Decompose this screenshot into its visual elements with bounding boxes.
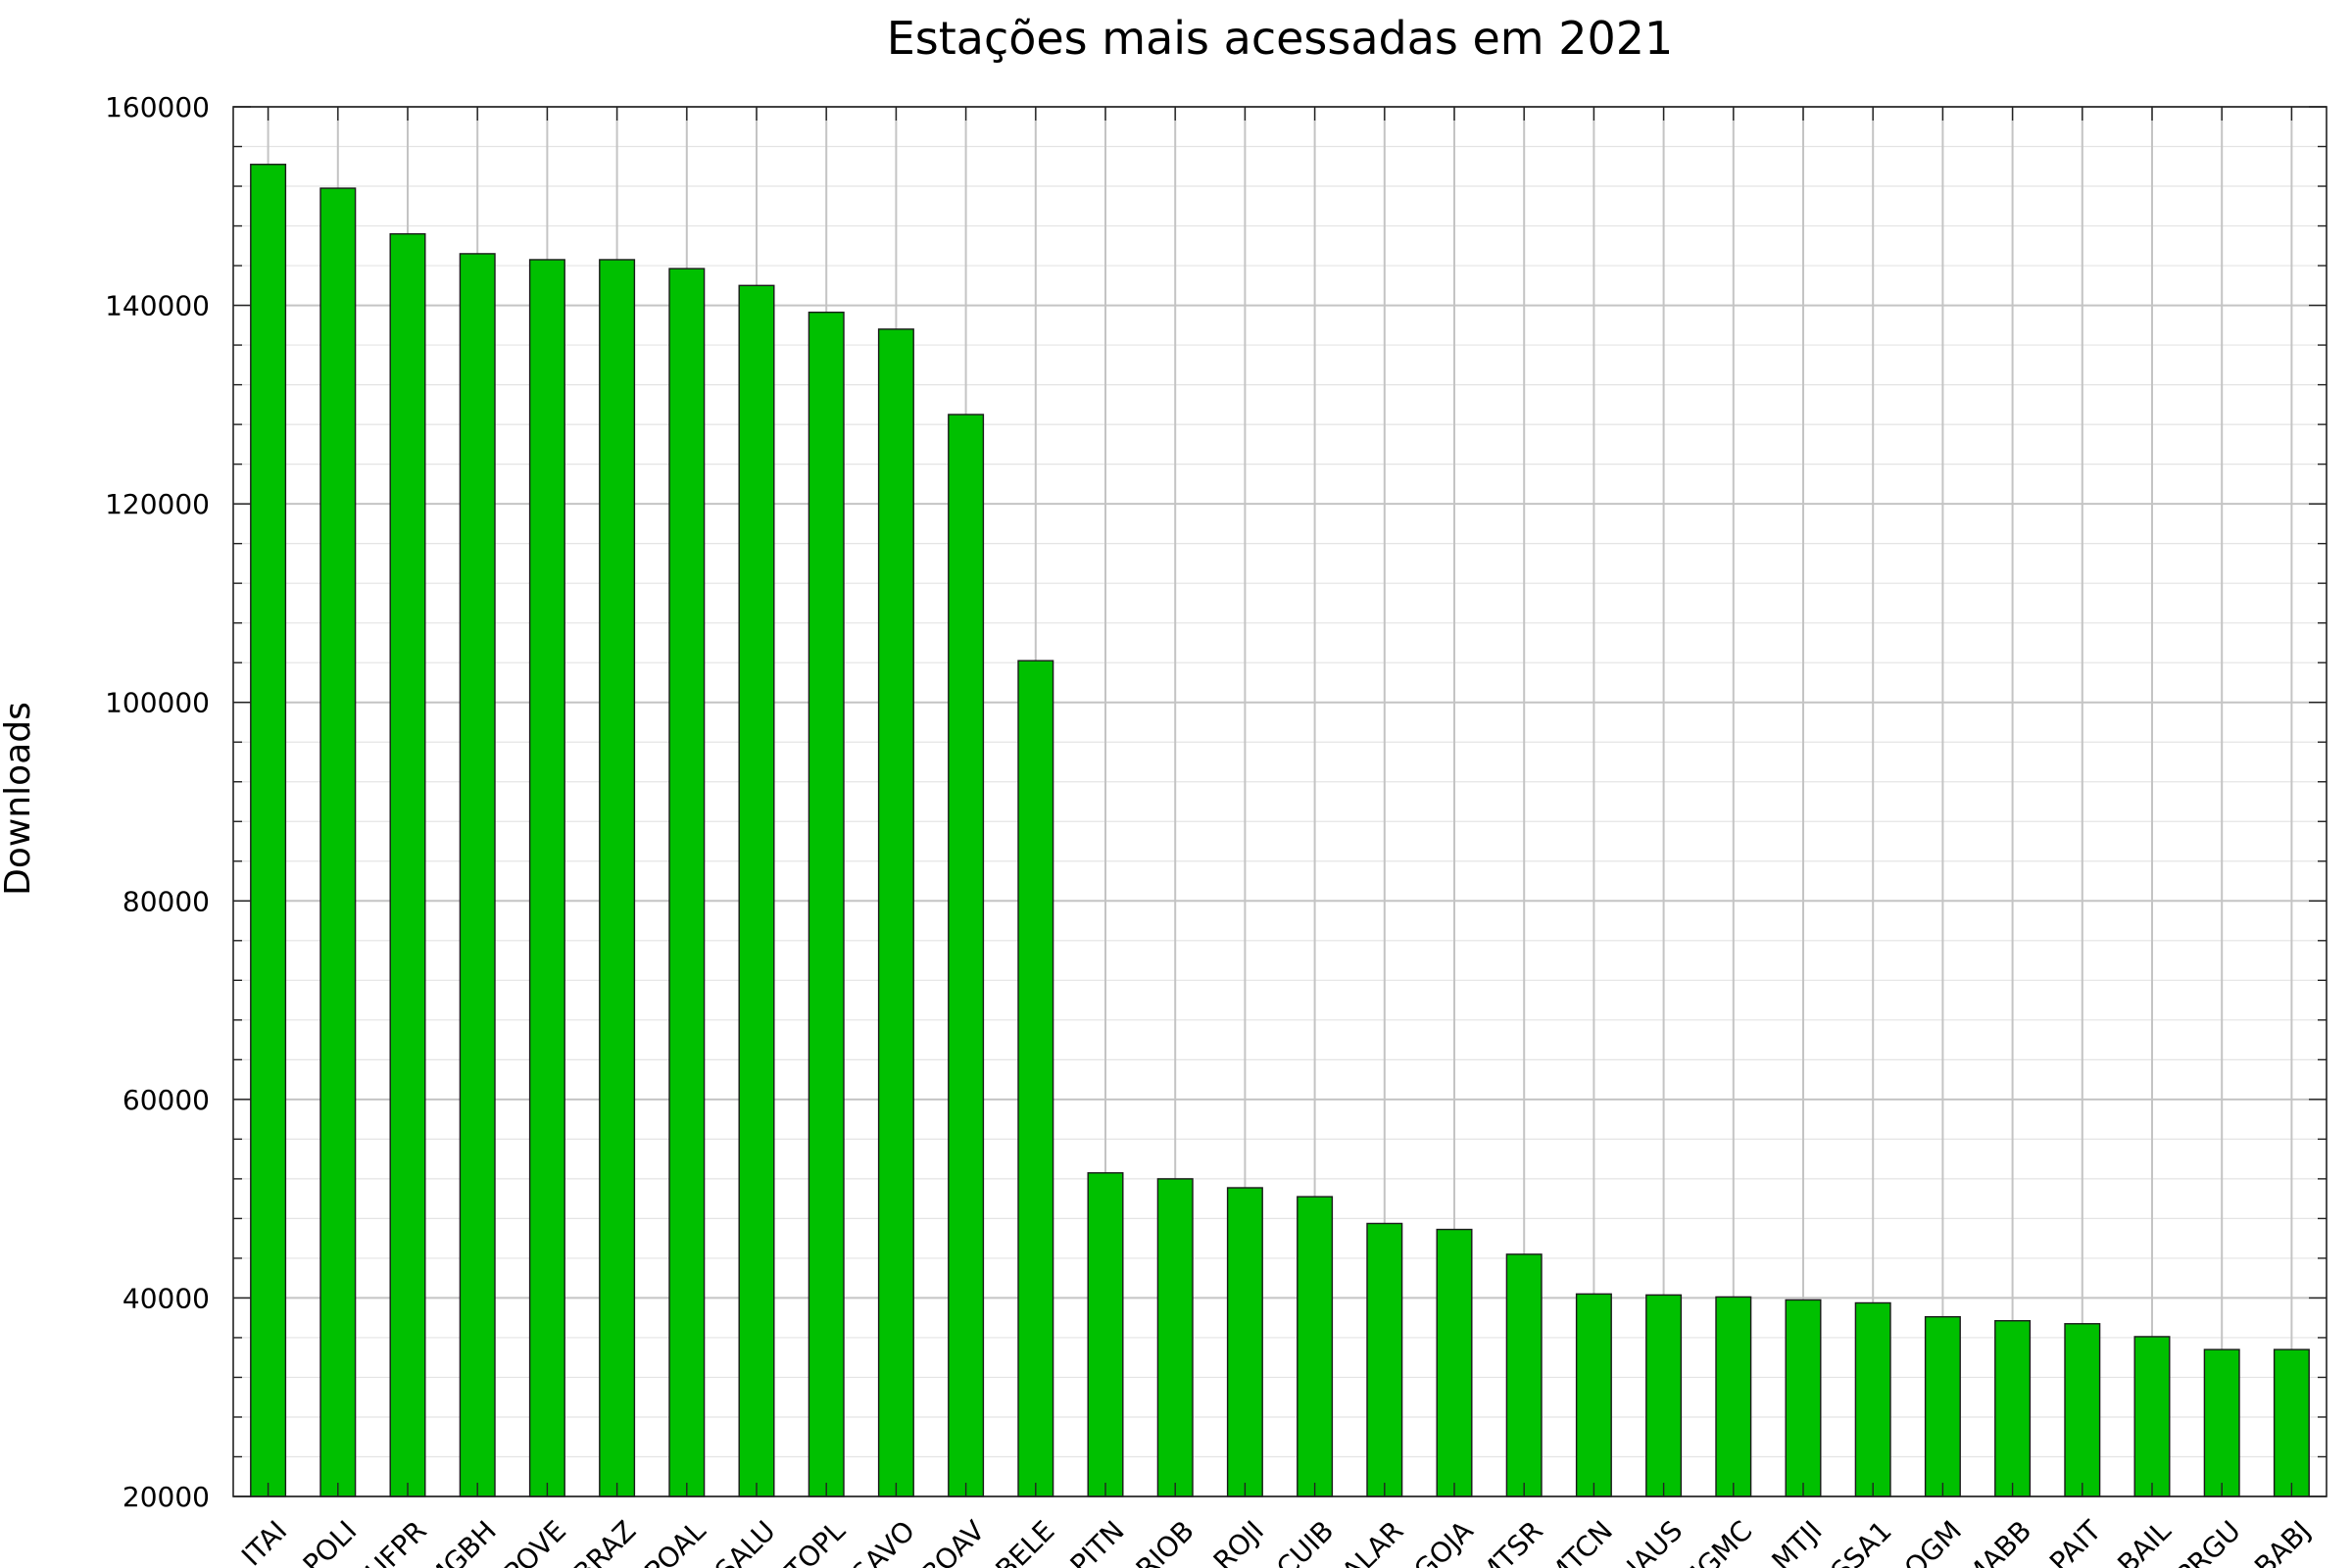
bar-salu [738, 284, 775, 1497]
bar-savo [877, 328, 914, 1497]
bars [250, 164, 2310, 1497]
bar-boav [948, 414, 985, 1497]
y-tick-label: 60000 [122, 1084, 210, 1116]
bar-naus [1645, 1294, 1683, 1497]
x-tick-label: BELE [989, 1514, 1060, 1568]
bar-pove [528, 259, 565, 1497]
x-tick-label: MABB [1958, 1514, 2037, 1568]
bar-topl [808, 311, 845, 1497]
y-axis-label: Downloads [0, 702, 38, 896]
x-tick-label: RIOB [1130, 1514, 1200, 1568]
y-tick-label: 20000 [122, 1481, 210, 1513]
x-tick-label: ROJI [1207, 1514, 1270, 1568]
bar-pitn [1087, 1172, 1124, 1497]
bar-mtji [1785, 1298, 1822, 1497]
x-tick-label: ITAI [235, 1514, 293, 1568]
y-tick-label: 80000 [122, 885, 210, 917]
x-tick-label: CUIB [1270, 1514, 1340, 1568]
bar-roji [1226, 1187, 1263, 1497]
x-tick-label: BOAV [915, 1514, 992, 1568]
bar-braz [599, 259, 636, 1497]
chart-title: Estações mais acessadas em 2021 [887, 12, 1674, 65]
x-tick-label: POLI [297, 1514, 364, 1568]
bar-mtcn [1575, 1293, 1612, 1497]
bar-bail [2133, 1336, 2171, 1497]
bar-rogm [1924, 1315, 1961, 1497]
bar-cuib [1297, 1196, 1334, 1497]
bar-ssa1 [1854, 1301, 1891, 1497]
y-tick-label: 100000 [105, 687, 210, 719]
x-tick-label: ROGM [1885, 1514, 1968, 1568]
x-tick-label: MTCN [1541, 1514, 1619, 1568]
y-tick-label: 120000 [105, 488, 210, 520]
bar-prgu [2203, 1348, 2240, 1497]
x-tick-label: POAL [638, 1514, 711, 1568]
x-tick-label: PRGU [2170, 1514, 2247, 1568]
bar-goja [1436, 1228, 1473, 1497]
bar-mtsr [1505, 1253, 1543, 1497]
x-tick-label: BRAZ [566, 1514, 642, 1568]
bar-poal [668, 268, 706, 1497]
bar-bele [1017, 660, 1054, 1497]
x-tick-label: MTJI [1765, 1514, 1828, 1568]
bar-mabb [1994, 1320, 2032, 1497]
y-tick-labels: 20000 40000 60000 80000 100000 120000 140000 16… [105, 91, 210, 1513]
x-tick-label: BAIL [2111, 1514, 2178, 1568]
x-tick-label: POVE [497, 1514, 572, 1568]
x-tick-label: PAIT [2043, 1514, 2108, 1568]
x-tick-label: GOJA [1407, 1514, 1479, 1568]
x-tick-label: MGBH [420, 1514, 503, 1568]
x-tick-label: NAUS [1612, 1514, 1690, 1568]
bar-riob [1156, 1178, 1194, 1497]
bar-itai [250, 164, 287, 1497]
y-tick-label: 40000 [122, 1282, 210, 1314]
x-tick-label: PITN [1064, 1514, 1131, 1568]
x-tick-label: BABJ [2248, 1514, 2317, 1568]
bar-poli [319, 187, 357, 1497]
y-tick-label: 160000 [105, 91, 210, 123]
x-tick-label: MGMC [1674, 1514, 1759, 1568]
bar-mgbh [459, 253, 496, 1497]
bar-ufpr [389, 232, 426, 1497]
x-tick-label: SAVO [846, 1514, 921, 1568]
x-tick-labels: ITAI POLIUFPRMGBHPOVEBRAZPOALSALUTOPLSAVO… [235, 1514, 2317, 1568]
bar-pait [2064, 1323, 2101, 1497]
x-tick-label: SSA1 [1825, 1514, 1898, 1568]
y-tick-label: 140000 [105, 290, 210, 322]
x-tick-label: ALAR [1336, 1514, 1410, 1568]
bar-alar [1366, 1222, 1403, 1497]
axis-ticks [233, 106, 2327, 1497]
x-tick-label: MTSR [1472, 1514, 1549, 1568]
x-tick-label: SALU [709, 1514, 781, 1568]
plot-frame [232, 106, 2328, 1497]
bar-babj [2273, 1348, 2310, 1497]
bar-mgmc [1715, 1296, 1752, 1497]
x-tick-label: TOPL [778, 1514, 852, 1568]
x-tick-label: UFPR [360, 1514, 433, 1568]
